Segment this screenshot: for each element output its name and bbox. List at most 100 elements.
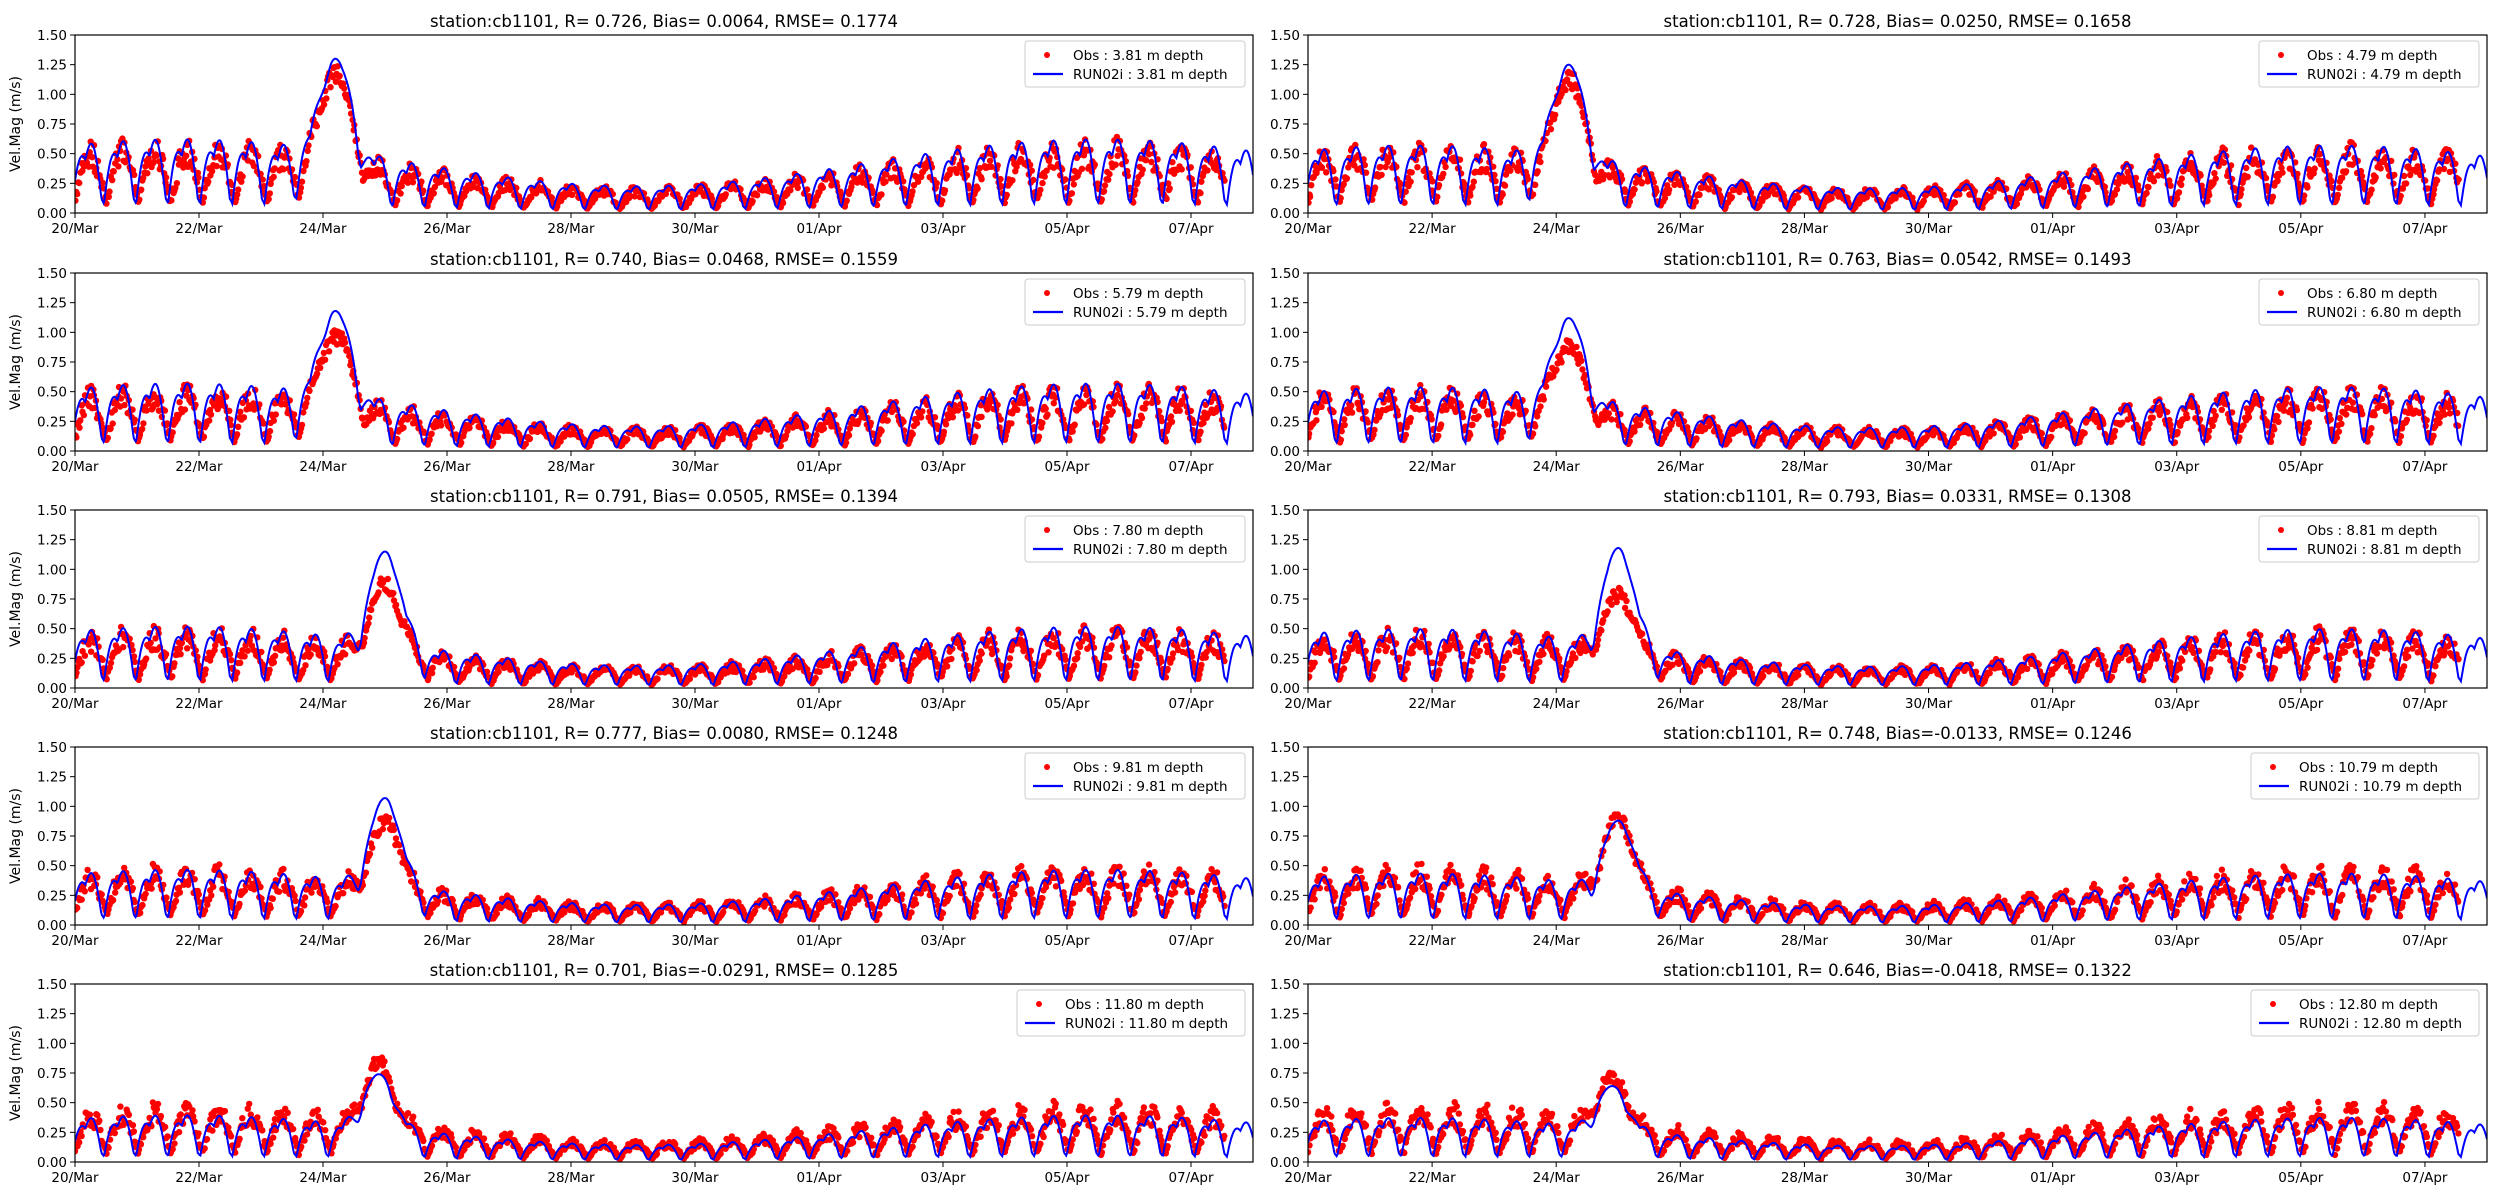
obs-point — [978, 413, 985, 421]
obs-point — [1608, 416, 1615, 423]
obs-point — [2304, 425, 2311, 432]
obs-point — [241, 653, 248, 660]
obs-point — [107, 659, 115, 667]
obs-point — [779, 199, 787, 207]
obs-point — [1469, 183, 1476, 191]
obs-point — [1705, 186, 1713, 193]
obs-point — [1103, 417, 1111, 425]
obs-point — [842, 439, 850, 446]
obs-point — [2245, 414, 2253, 421]
obs-point — [812, 437, 819, 444]
obs-point — [1132, 187, 1139, 194]
obs-point — [1828, 195, 1835, 202]
obs-point — [2430, 191, 2437, 198]
obs-point — [1990, 188, 1997, 195]
obs-point — [2211, 170, 2218, 177]
obs-point — [1080, 401, 1088, 408]
obs-point — [2334, 191, 2341, 199]
obs-point — [1501, 182, 1509, 189]
obs-point — [1693, 435, 1700, 442]
obs-point — [2145, 425, 2152, 432]
obs-point — [2333, 434, 2341, 441]
x-tick-label: 07/Apr — [1168, 459, 1214, 475]
obs-point — [2280, 407, 2288, 414]
obs-point — [131, 416, 138, 423]
obs-point — [313, 370, 321, 377]
obs-point — [1987, 193, 1994, 200]
obs-point — [1008, 420, 1015, 427]
obs-point — [884, 417, 891, 424]
subplot-title: station:cb1101, R= 0.791, Bias= 0.0505, … — [430, 487, 898, 506]
obs-point — [883, 171, 890, 178]
obs-point — [2149, 414, 2156, 421]
obs-point — [1068, 190, 1076, 197]
obs-point — [591, 195, 599, 202]
obs-point — [195, 174, 202, 181]
obs-point — [1407, 178, 1414, 185]
obs-point — [211, 647, 218, 654]
obs-point — [1475, 413, 1482, 420]
obs-point — [1434, 193, 1441, 201]
obs-point — [366, 614, 373, 621]
subplot-4: station:cb1101, R= 0.763, Bias= 0.0542, … — [1270, 250, 2488, 475]
obs-point — [341, 339, 349, 346]
obs-point — [2218, 406, 2225, 413]
obs-point — [147, 639, 154, 646]
x-tick-label: 07/Apr — [2402, 459, 2448, 475]
obs-point — [1638, 180, 1646, 187]
obs-point — [1408, 169, 1415, 176]
obs-point — [320, 349, 328, 357]
obs-point — [233, 669, 241, 676]
x-tick-label: 30/Mar — [671, 221, 719, 237]
obs-point — [282, 401, 289, 408]
obs-point — [2240, 422, 2247, 429]
obs-point — [502, 186, 509, 194]
obs-point — [2371, 412, 2378, 419]
obs-point — [548, 194, 555, 201]
obs-point — [1884, 203, 1892, 211]
obs-point — [1401, 199, 1408, 206]
obs-point — [2084, 185, 2092, 193]
obs-point — [1569, 85, 1576, 93]
obs-point — [143, 655, 150, 662]
model-line — [1308, 63, 2487, 212]
obs-point — [782, 432, 790, 439]
obs-point — [78, 659, 85, 666]
obs-point — [2212, 412, 2219, 420]
obs-point — [2275, 418, 2282, 425]
legend-obs-marker — [1044, 52, 1050, 58]
subplot-3: station:cb1101, R= 0.740, Bias= 0.0468, … — [8, 250, 1254, 475]
obs-point — [337, 654, 344, 661]
y-tick-label: 0.25 — [37, 176, 67, 192]
obs-point — [162, 174, 170, 181]
obs-point — [307, 651, 314, 658]
obs-point — [1440, 170, 1447, 178]
obs-point — [2264, 422, 2272, 429]
x-tick-label: 24/Mar — [299, 459, 347, 475]
obs-point — [1341, 416, 1348, 423]
obs-point — [2335, 184, 2343, 192]
obs-point — [250, 162, 258, 170]
obs-point — [2178, 175, 2185, 182]
obs-point — [2343, 411, 2350, 418]
obs-point — [1179, 399, 1186, 406]
obs-point — [1909, 194, 1916, 201]
obs-point — [753, 192, 761, 199]
obs-point — [2445, 404, 2453, 411]
x-tick-label: 26/Mar — [1657, 221, 1705, 237]
obs-point — [228, 657, 235, 664]
obs-point — [1018, 156, 1025, 163]
obs-point — [1102, 424, 1109, 431]
obs-point — [1167, 413, 1175, 420]
obs-point — [439, 174, 446, 181]
obs-point — [1069, 428, 1076, 435]
obs-point — [1507, 167, 1514, 174]
obs-point — [909, 188, 916, 195]
obs-point — [2359, 411, 2366, 418]
obs-point — [1106, 170, 1113, 178]
obs-point — [917, 414, 925, 421]
x-tick-label: 28/Mar — [547, 459, 595, 475]
obs-point — [2391, 171, 2398, 179]
obs-point — [75, 669, 80, 676]
